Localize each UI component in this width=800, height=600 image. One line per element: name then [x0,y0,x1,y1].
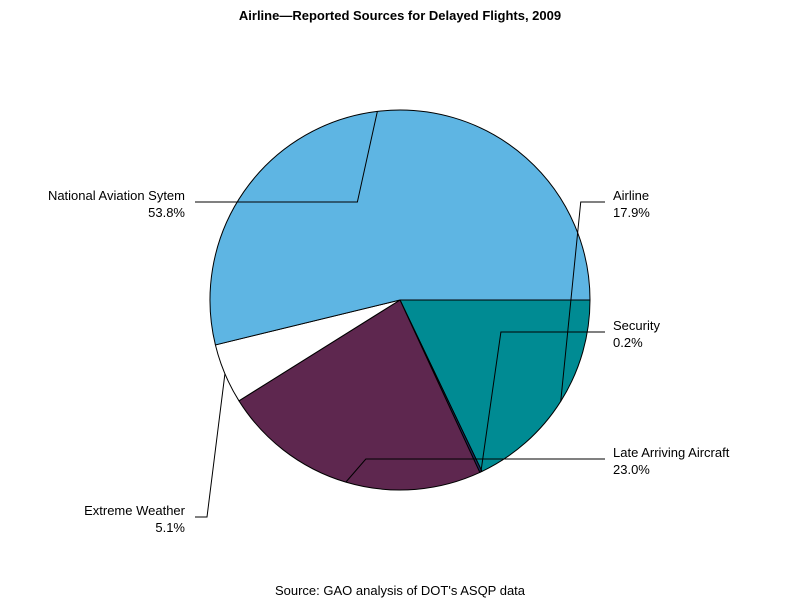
slice-value-label-national-aviation-sytem: 53.8% [148,205,185,220]
pie-slice-late-arriving-aircraft [238,299,481,491]
slice-value-label-extreme-weather: 5.1% [155,520,185,535]
slice-label-national-aviation-sytem: National Aviation Sytem [48,188,185,203]
leader-line-extreme-weather [195,373,226,518]
leader-lines [195,111,605,518]
pie-slices [209,109,591,491]
leader-line-late-arriving-aircraft [345,458,605,483]
slice-label-late-arriving-aircraft: Late Arriving Aircraft [613,445,730,460]
slice-labels: Airline 17.9% Security 0.2% Late Arriving Ai… [48,188,730,535]
chart-footnote: Source: GAO analysis of DOT's ASQP data [275,583,526,598]
leader-line-national-aviation-sytem [195,111,378,203]
slice-label-security: Security [613,318,660,333]
leader-line-security [480,331,605,472]
slice-value-label-security: 0.2% [613,335,643,350]
slice-value-label-late-arriving-aircraft: 23.0% [613,462,650,477]
chart-title: Airline—Reported Sources for Delayed Fli… [239,8,561,23]
slice-label-extreme-weather: Extreme Weather [84,503,186,518]
pie-slice-national-aviation-sytem [209,109,591,346]
slice-label-airline: Airline [613,188,649,203]
leader-line-airline [560,201,605,402]
slice-value-label-airline: 17.9% [613,205,650,220]
